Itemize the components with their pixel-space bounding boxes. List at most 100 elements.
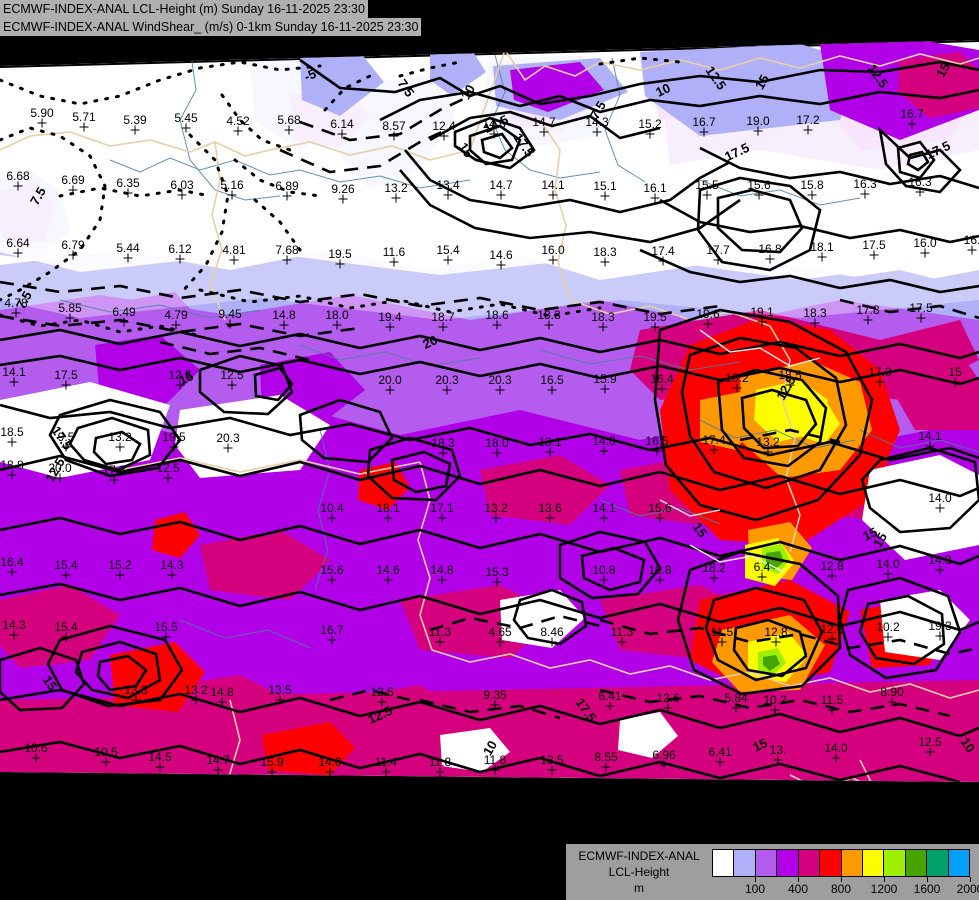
grid-cross-marker xyxy=(68,185,78,195)
grid-cross-marker xyxy=(169,442,179,452)
grid-cross-marker xyxy=(492,320,502,330)
grid-cross-marker xyxy=(599,575,609,585)
grid-cross-marker xyxy=(161,632,171,642)
grid-cross-marker xyxy=(598,322,608,332)
grid-cross-marker xyxy=(119,317,129,327)
grid-cross-marker xyxy=(887,697,897,707)
grid-cross-marker xyxy=(869,250,879,260)
grid-cross-marker xyxy=(967,245,977,255)
grid-cross-marker xyxy=(213,765,223,775)
rivers-layer xyxy=(59,47,979,649)
grid-cross-marker xyxy=(338,194,348,204)
grid-cross-marker xyxy=(496,260,506,270)
grid-cross-marker xyxy=(916,313,926,323)
grid-cross-marker xyxy=(123,253,133,263)
grid-cross-marker xyxy=(655,575,665,585)
grid-cross-marker xyxy=(9,377,19,387)
grid-cross-marker xyxy=(617,637,627,647)
title-bar-windshear: ECMWF-INDEX-ANAL WindShear_ (m/s) 0-1km … xyxy=(0,18,422,36)
grid-cross-marker xyxy=(657,384,667,394)
legend-units: m xyxy=(634,881,644,895)
grid-cross-marker xyxy=(785,380,795,390)
grid-cross-marker xyxy=(492,577,502,587)
grid-cross-marker xyxy=(650,193,660,203)
grid-cross-marker xyxy=(275,695,285,705)
grid-cross-marker xyxy=(770,705,780,715)
grid-cross-marker xyxy=(548,190,558,200)
grid-cross-marker xyxy=(765,254,775,264)
grid-cross-marker xyxy=(227,190,237,200)
grid-cross-marker xyxy=(935,503,945,513)
grid-cross-marker xyxy=(827,634,837,644)
grid-cross-marker xyxy=(920,248,930,258)
grid-cross-marker xyxy=(443,190,453,200)
windshear-dotted-contours-layer xyxy=(0,56,682,338)
grid-cross-marker xyxy=(935,565,945,575)
grid-cross-marker xyxy=(817,252,827,262)
grid-cross-marker xyxy=(335,259,345,269)
grid-cross-marker xyxy=(439,131,449,141)
grid-cross-marker xyxy=(650,322,660,332)
grid-cross-marker xyxy=(659,760,669,770)
grid-cross-marker xyxy=(496,190,506,200)
grid-cross-marker xyxy=(7,437,17,447)
grid-cross-marker xyxy=(282,255,292,265)
grid-cross-marker xyxy=(435,767,445,777)
color-legend[interactable]: ECMWF-INDEX-ANAL LCL-Height m 100 400 800 1… xyxy=(566,844,979,900)
grid-cross-marker xyxy=(9,630,19,640)
grid-cross-marker xyxy=(663,703,673,713)
grid-cross-marker xyxy=(267,767,277,777)
grid-cross-marker xyxy=(115,442,125,452)
grid-cross-marker xyxy=(175,254,185,264)
grid-cross-marker xyxy=(337,129,347,139)
grid-cross-marker xyxy=(753,126,763,136)
grid-cross-marker xyxy=(325,767,335,777)
grid-cross-marker xyxy=(863,315,873,325)
grid-cross-marker xyxy=(383,513,393,523)
grid-cross-marker xyxy=(709,573,719,583)
legend-caption: ECMWF-INDEX-ANAL LCL-Height m xyxy=(570,848,708,896)
grid-cross-marker xyxy=(599,513,609,523)
grid-cross-marker xyxy=(155,762,165,772)
grid-cross-marker xyxy=(377,697,387,707)
legend-tick-label: 400 xyxy=(787,882,809,896)
grid-cross-marker xyxy=(389,257,399,267)
legend-swatch-10 xyxy=(927,850,949,876)
legend-swatch-11 xyxy=(948,850,970,876)
grid-cross-marker xyxy=(437,575,447,585)
grid-cross-marker xyxy=(389,131,399,141)
legend-swatch-6 xyxy=(841,850,863,876)
grid-cross-marker xyxy=(545,447,555,457)
grid-cross-marker xyxy=(381,767,391,777)
legend-tick-mark xyxy=(970,877,971,882)
legend-swatch-4 xyxy=(798,850,821,876)
grid-cross-marker xyxy=(31,753,41,763)
grid-cross-marker xyxy=(163,473,173,483)
grid-cross-marker xyxy=(223,443,233,453)
legend-swatch-5 xyxy=(820,850,842,876)
grid-cross-marker xyxy=(545,513,555,523)
grid-cross-marker xyxy=(7,470,17,480)
grid-cross-marker xyxy=(548,255,558,265)
grid-cross-marker xyxy=(227,380,237,390)
grid-cross-marker xyxy=(807,190,817,200)
grid-cross-marker xyxy=(875,377,885,387)
legend-tick-mark xyxy=(884,877,885,882)
grid-cross-marker xyxy=(61,570,71,580)
grid-cross-marker xyxy=(327,635,337,645)
grid-cross-marker xyxy=(658,256,668,266)
grid-cross-marker xyxy=(757,572,767,582)
grid-cross-marker xyxy=(438,448,448,458)
grid-cross-marker xyxy=(65,313,75,323)
grid-cross-marker xyxy=(37,118,47,128)
grid-cross-marker xyxy=(831,753,841,763)
grid-cross-marker xyxy=(391,193,401,203)
grid-cross-marker xyxy=(915,187,925,197)
grid-cross-marker xyxy=(645,129,655,139)
grid-cross-marker xyxy=(925,747,935,757)
grid-cross-marker xyxy=(437,513,447,523)
grid-cross-marker xyxy=(601,762,611,772)
